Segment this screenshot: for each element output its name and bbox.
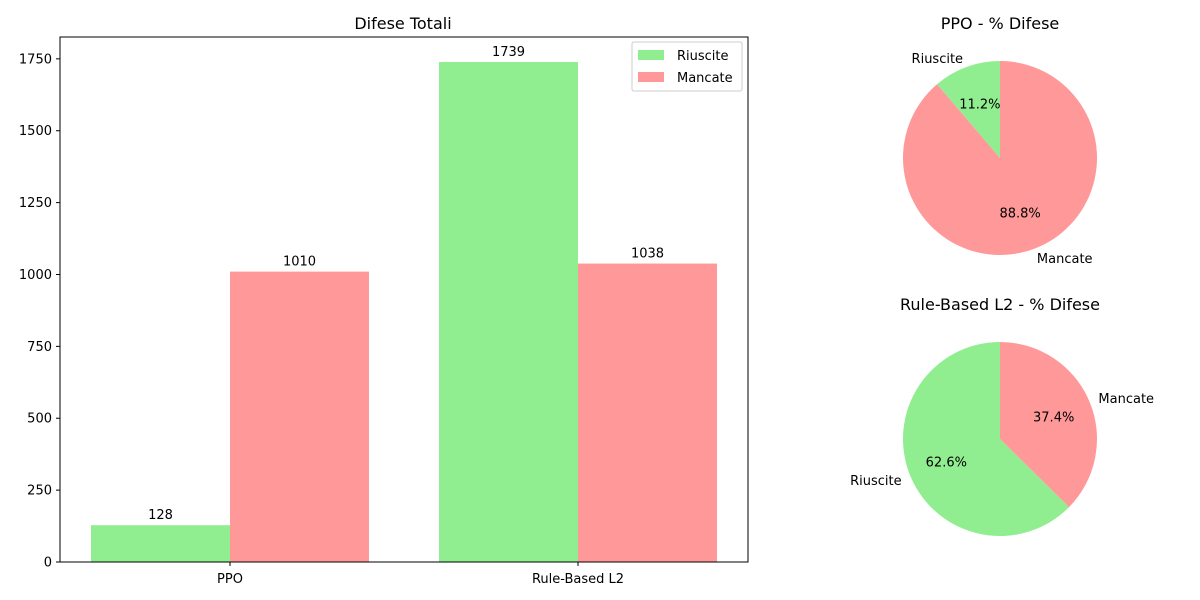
bar-rule-based-l2-riuscite [439,62,578,562]
bar-marks: 128 1010 1739 1038 [91,45,717,562]
pie-label-riuscite: Riuscite [850,474,902,489]
y-tick-label: 1250 [19,196,52,211]
bar-ppo-mancate [230,271,369,562]
pie-label-riuscite: Riuscite [912,52,964,67]
y-tick-label: 500 [27,412,52,427]
pie-label-mancate: Mancate [1037,252,1093,267]
legend-swatch-riuscite [638,50,664,60]
pie-slice-riuscite [903,342,1070,536]
pie-percent-riuscite: 11.2% [959,97,1000,112]
pie-rule-based-l2-title: Rule-Based L2 - % Difese [900,295,1100,314]
x-tick-label-rule-based-l2: Rule-Based L2 [532,572,624,587]
legend-label-mancate: Mancate [677,71,733,86]
data-label-rule-based-l2-mancate: 1038 [631,247,664,262]
y-tick-label: 750 [27,340,52,355]
y-tick-label: 1750 [19,52,52,67]
pie-chart-rule-based-l2: Rule-Based L2 - % Difese Riuscite 62.6% Ma… [850,295,1154,536]
y-tick-label: 0 [44,556,52,571]
pie-slice-riuscite [937,61,1000,158]
x-axis: PPO Rule-Based L2 [217,562,624,587]
pie-label-mancate: Mancate [1098,392,1154,407]
y-tick-label: 1500 [19,124,52,139]
y-axis: 0 250 500 750 1000 1250 1500 1750 [19,52,60,571]
y-tick-label: 1000 [19,268,52,283]
pie-ppo-title: PPO - % Difese [941,14,1060,33]
legend-label-riuscite: Riuscite [677,49,729,64]
bar-rule-based-l2-mancate [578,263,717,562]
x-tick-label-ppo: PPO [217,572,243,587]
pie-percent-mancate: 37.4% [1033,411,1074,426]
pie-slice-mancate [1000,342,1097,508]
pie-percent-mancate: 88.8% [999,207,1040,222]
pie-percent-riuscite: 62.6% [926,455,967,470]
pie-ppo-slices: Riuscite 11.2% Mancate 88.8% [903,52,1097,267]
data-label-ppo-riuscite: 128 [148,508,173,523]
pie-chart-ppo: PPO - % Difese Riuscite 11.2% Mancate 88.8% [903,14,1097,267]
data-label-ppo-mancate: 1010 [283,255,316,270]
pie-rule-based-l2-slices: Riuscite 62.6% Mancate 37.4% [850,342,1154,536]
plot-frame [59,36,749,563]
legend-swatch-mancate [638,72,664,82]
pie-slice-mancate [903,61,1097,255]
bar-chart-title: Difese Totali [354,14,451,33]
y-tick-label: 250 [27,484,52,499]
legend: Riuscite Mancate [631,41,743,92]
bar-chart: Difese Totali 128 1010 1739 1038 0 250 500 750… [19,14,749,587]
bar-ppo-riuscite [91,525,230,562]
data-label-rule-based-l2-riuscite: 1739 [492,45,525,60]
